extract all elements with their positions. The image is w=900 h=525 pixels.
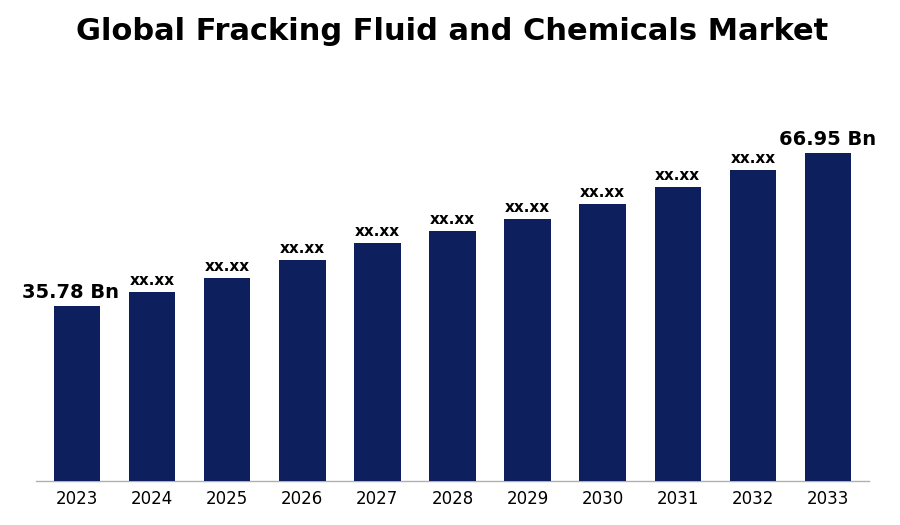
Bar [504,219,551,480]
Text: xx.xx: xx.xx [731,151,776,166]
Bar [279,260,326,480]
Bar [204,278,250,480]
Bar [354,243,400,480]
Text: xx.xx: xx.xx [280,242,325,257]
Text: xx.xx: xx.xx [505,200,550,215]
Text: xx.xx: xx.xx [430,212,475,227]
Bar [580,204,626,480]
Bar [54,306,100,480]
Text: 66.95 Bn: 66.95 Bn [779,130,877,149]
Bar [730,170,776,480]
Text: 35.78 Bn: 35.78 Bn [22,282,120,301]
Bar [805,153,851,480]
Title: Global Fracking Fluid and Chemicals Market: Global Fracking Fluid and Chemicals Mark… [76,17,829,46]
Bar [429,231,476,480]
Text: xx.xx: xx.xx [204,259,249,274]
Bar [654,187,701,480]
Bar [129,292,176,480]
Text: xx.xx: xx.xx [655,168,700,183]
Text: xx.xx: xx.xx [130,274,175,288]
Text: xx.xx: xx.xx [355,224,400,239]
Text: xx.xx: xx.xx [580,185,626,200]
